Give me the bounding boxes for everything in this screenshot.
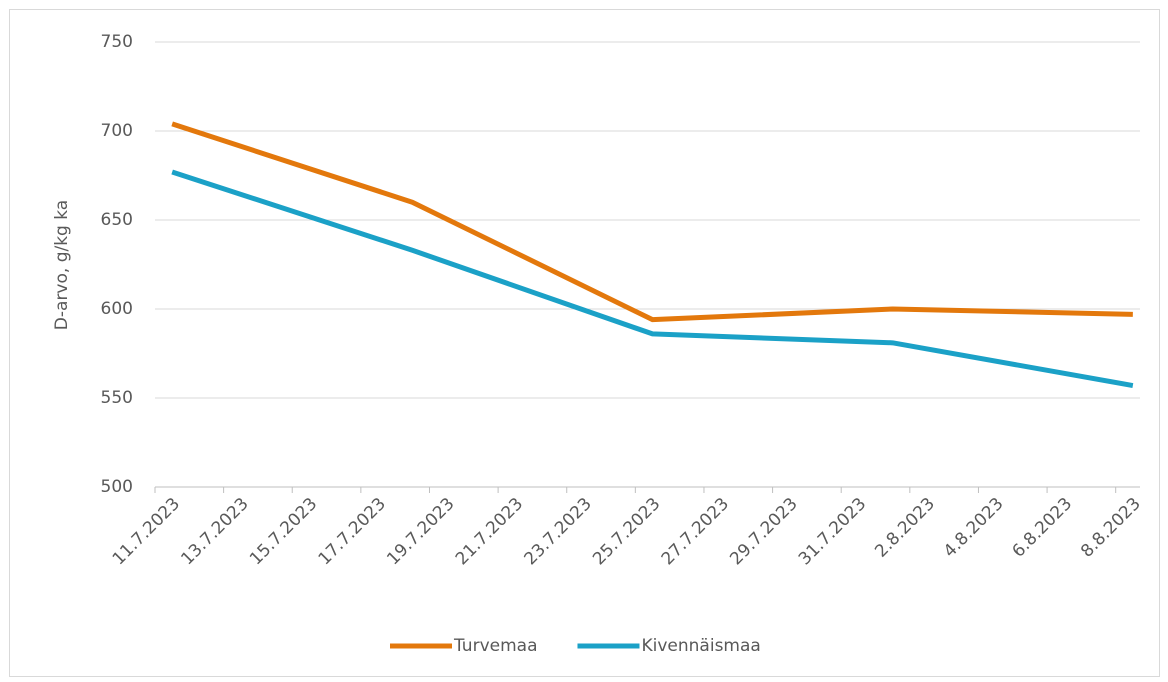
y-tick-label: 500 — [101, 477, 133, 497]
legend-label: Turvemaa — [453, 636, 537, 656]
series-line — [171, 121, 1133, 323]
legend-label: Kivennäismaa — [641, 636, 760, 656]
y-tick-label: 700 — [101, 121, 133, 141]
y-tick-label: 600 — [101, 299, 133, 319]
y-tick-label: 650 — [101, 210, 133, 230]
y-tick-label: 750 — [101, 32, 133, 52]
y-axis-label: D-arvo, g/kg ka — [52, 200, 72, 330]
chart-frame — [9, 9, 1160, 677]
series-line — [171, 169, 1134, 389]
y-tick-label: 550 — [101, 388, 133, 408]
